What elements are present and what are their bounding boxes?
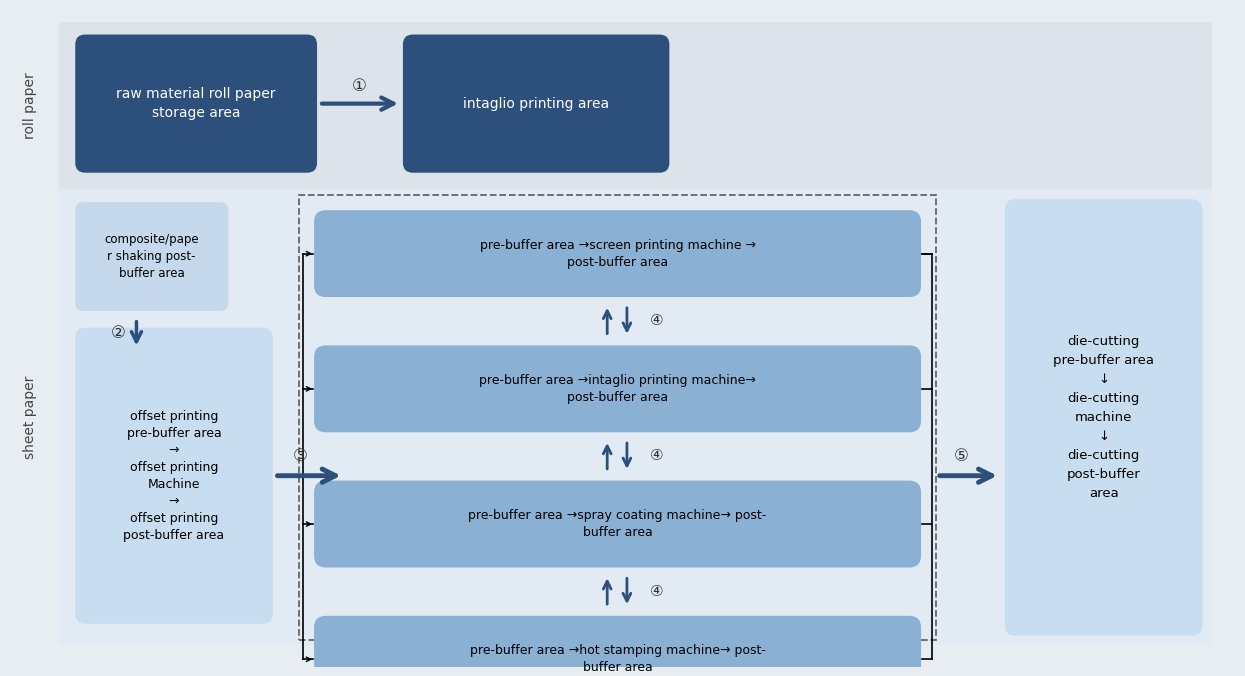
FancyBboxPatch shape (314, 616, 921, 676)
Text: raw material roll paper
storage area: raw material roll paper storage area (116, 87, 276, 120)
FancyBboxPatch shape (75, 34, 317, 172)
Text: pre-buffer area →screen printing machine →
post-buffer area: pre-buffer area →screen printing machine… (479, 239, 756, 268)
Text: pre-buffer area →intaglio printing machine→
post-buffer area: pre-buffer area →intaglio printing machi… (479, 374, 756, 404)
Bar (60, 189, 1213, 646)
Text: ④: ④ (650, 583, 664, 599)
Text: ②: ② (111, 324, 126, 341)
FancyBboxPatch shape (75, 202, 228, 311)
Text: offset printing
pre-buffer area
→
offset printing
Machine
→
offset printing
post: offset printing pre-buffer area → offset… (123, 410, 224, 541)
Text: ①: ① (352, 77, 367, 95)
Text: ④: ④ (650, 313, 664, 329)
FancyBboxPatch shape (1005, 199, 1203, 635)
Text: intaglio printing area: intaglio printing area (463, 97, 609, 111)
Bar (60, 22, 1213, 189)
FancyBboxPatch shape (403, 34, 670, 172)
Text: ④: ④ (650, 448, 664, 464)
FancyBboxPatch shape (75, 328, 273, 624)
Text: pre-buffer area →hot stamping machine→ post-
buffer area: pre-buffer area →hot stamping machine→ p… (469, 644, 766, 674)
Text: ⑤: ⑤ (954, 447, 969, 465)
Text: roll paper: roll paper (22, 72, 37, 139)
Text: ③: ③ (293, 447, 308, 465)
Text: pre-buffer area →spray coating machine→ post-
buffer area: pre-buffer area →spray coating machine→ … (468, 509, 767, 539)
FancyBboxPatch shape (314, 210, 921, 297)
Text: composite/pape
r shaking post-
buffer area: composite/pape r shaking post- buffer ar… (105, 233, 199, 280)
Text: sheet paper: sheet paper (22, 376, 37, 459)
Bar (299, 195, 936, 639)
FancyBboxPatch shape (314, 481, 921, 567)
Text: die-cutting
pre-buffer area
↓
die-cutting
machine
↓
die-cutting
post-buffer
area: die-cutting pre-buffer area ↓ die-cuttin… (1053, 335, 1154, 500)
FancyBboxPatch shape (314, 345, 921, 432)
